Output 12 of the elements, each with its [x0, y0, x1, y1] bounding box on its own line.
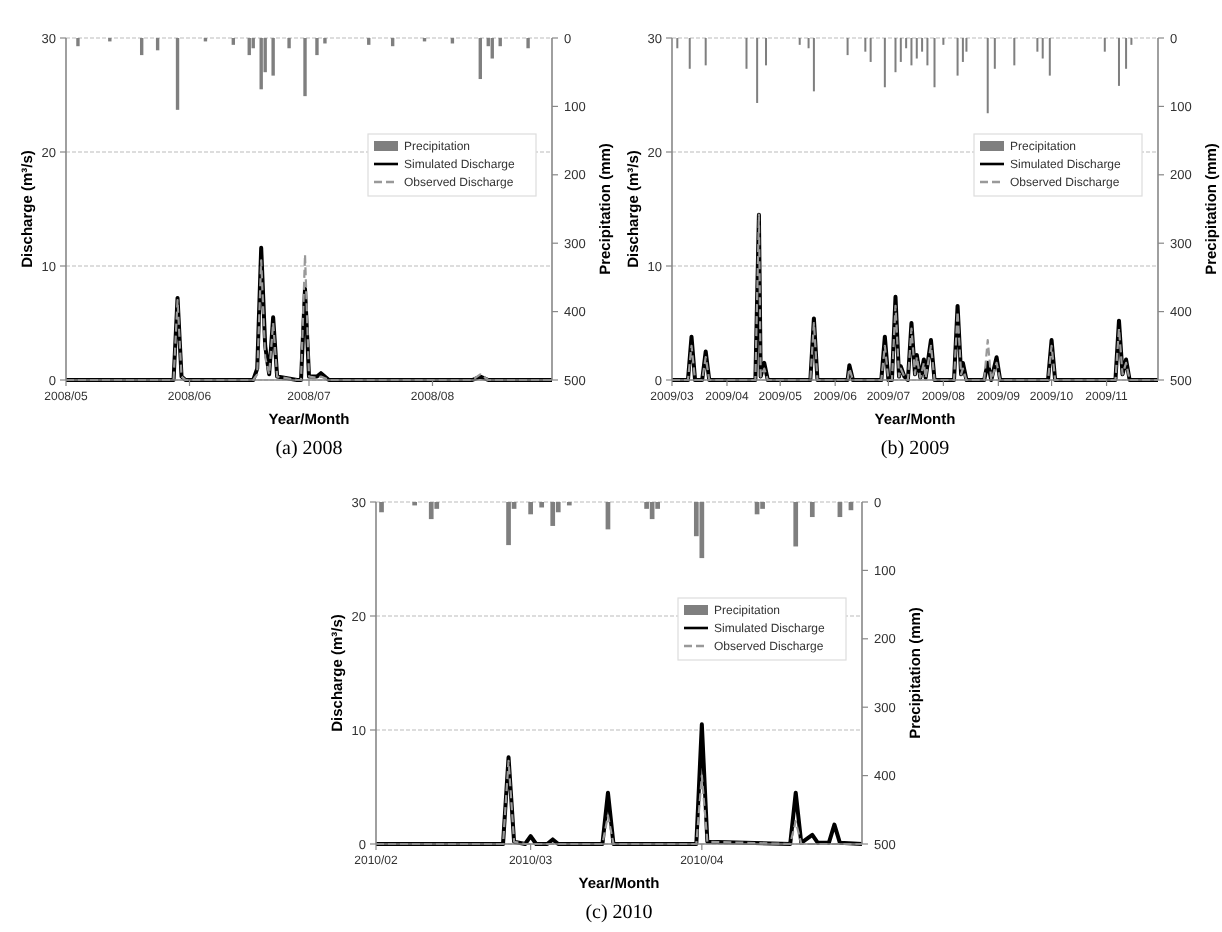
bar — [699, 502, 705, 559]
bar — [809, 502, 815, 518]
text: (c) 2010 — [585, 902, 653, 924]
text: (b) 2009 — [880, 438, 950, 460]
bar — [539, 502, 545, 508]
text: (a) 2008 — [275, 438, 343, 460]
bar — [528, 502, 533, 515]
bar — [506, 502, 511, 546]
bar — [550, 502, 556, 526]
bar — [428, 502, 434, 520]
bar — [793, 502, 799, 547]
bar — [760, 502, 765, 509]
